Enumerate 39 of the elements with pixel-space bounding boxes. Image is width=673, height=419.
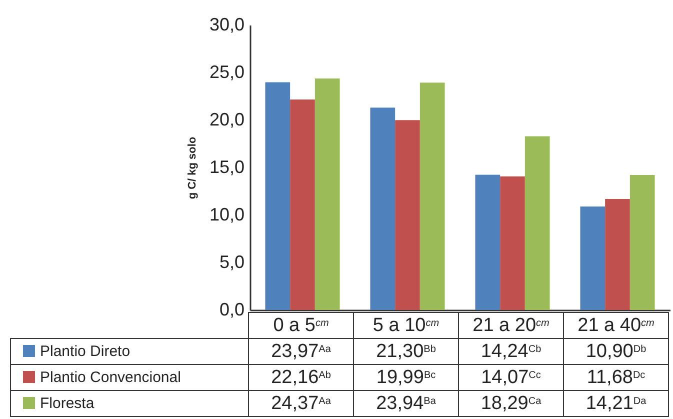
data-label: 23,97$^{Aa}$	[248, 338, 354, 364]
legend-label: Plantio Direto	[10, 338, 248, 364]
x-tick-label: 21 a 40$^{cm}$	[564, 312, 668, 338]
y-tick-label: 15,0	[209, 157, 244, 177]
legend-label: Floresta	[10, 390, 248, 416]
x-tick-label: 5 a 10$^{cm}$	[354, 312, 458, 338]
data-label: 23,94$^{Ba}$	[354, 390, 458, 416]
bar	[580, 206, 606, 310]
data-label: 18,29$^{Ca}$	[458, 390, 564, 416]
bar	[290, 99, 315, 310]
y-tick-label: 0,0	[219, 300, 244, 320]
data-label: 22,16$^{Ab}$	[248, 364, 354, 390]
data-label: 10,90$^{Db}$	[564, 338, 668, 364]
bar	[314, 78, 340, 310]
bar	[395, 120, 420, 310]
y-axis-title: g C/ kg solo	[186, 136, 198, 200]
data-label: 24,37$^{Aa}$	[248, 390, 354, 416]
y-tick-label: 20,0	[209, 110, 244, 130]
bar	[524, 136, 550, 310]
bar	[475, 174, 500, 310]
y-tick-label: 10,0	[209, 204, 244, 224]
data-label: 19,99$^{Bc}$	[354, 364, 458, 390]
bar	[265, 82, 290, 310]
data-label: 11,68$^{Dc}$	[564, 364, 668, 390]
x-tick-label: 21 a 20$^{cm}$	[458, 312, 564, 338]
bar	[630, 175, 655, 310]
bar	[420, 82, 445, 310]
legend-label: Plantio Convencional	[10, 364, 248, 390]
y-tick-label: 30,0	[209, 14, 244, 34]
data-label: 14,07$^{Cc}$	[458, 364, 564, 390]
y-tick-label: 5,0	[219, 252, 244, 272]
bar	[370, 108, 396, 310]
data-label: 14,24$^{Cb}$	[458, 338, 564, 364]
bar	[500, 176, 525, 310]
data-label: 14,21$^{Da}$	[564, 390, 668, 416]
data-label: 21,30$^{Bb}$	[354, 338, 458, 364]
x-tick-label: 0 a 5$^{cm}$	[248, 312, 354, 338]
bar	[605, 199, 630, 310]
y-tick-label: 25,0	[209, 62, 244, 82]
